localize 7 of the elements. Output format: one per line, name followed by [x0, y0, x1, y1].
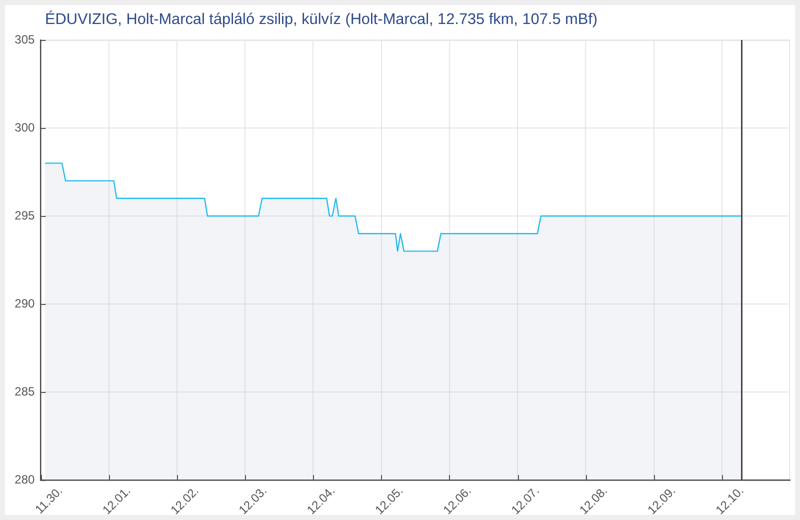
y-tick-label: 290	[14, 296, 36, 310]
y-tick-label: 295	[14, 208, 36, 222]
y-tick-label: 305	[14, 32, 36, 46]
y-tick-label: 280	[14, 472, 36, 486]
y-tick-label: 300	[14, 120, 36, 134]
y-tick-label: 285	[14, 384, 36, 398]
chart-title: ÉDUVIZIG, Holt-Marcal tápláló zsilip, külvíz (Holt-Marcal, 12.735 fkm, 107.5 mBf)	[45, 10, 598, 30]
